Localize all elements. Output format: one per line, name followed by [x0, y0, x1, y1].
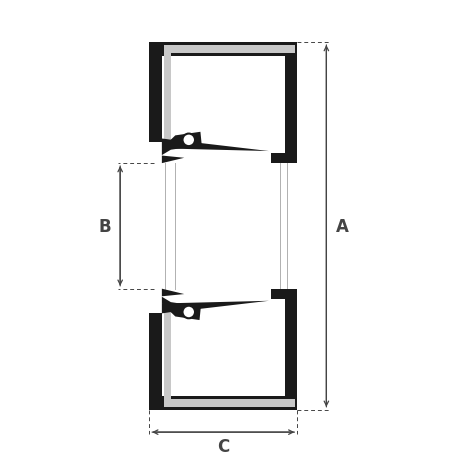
Polygon shape — [271, 154, 297, 164]
Text: B: B — [98, 218, 111, 235]
Polygon shape — [163, 313, 170, 399]
Circle shape — [182, 134, 195, 147]
Text: C: C — [217, 437, 229, 455]
Polygon shape — [149, 313, 162, 410]
Polygon shape — [163, 399, 295, 407]
Polygon shape — [163, 46, 295, 54]
Polygon shape — [284, 43, 297, 164]
Text: A: A — [335, 218, 348, 235]
Polygon shape — [162, 139, 269, 152]
Polygon shape — [162, 289, 184, 297]
Circle shape — [182, 306, 195, 319]
Polygon shape — [149, 43, 162, 139]
Polygon shape — [149, 397, 297, 410]
Polygon shape — [149, 139, 162, 143]
Polygon shape — [271, 289, 297, 299]
Polygon shape — [163, 46, 170, 139]
Polygon shape — [162, 156, 184, 164]
Polygon shape — [162, 297, 201, 320]
Polygon shape — [162, 301, 269, 313]
Polygon shape — [284, 289, 297, 410]
Polygon shape — [149, 43, 297, 56]
Polygon shape — [162, 133, 202, 156]
